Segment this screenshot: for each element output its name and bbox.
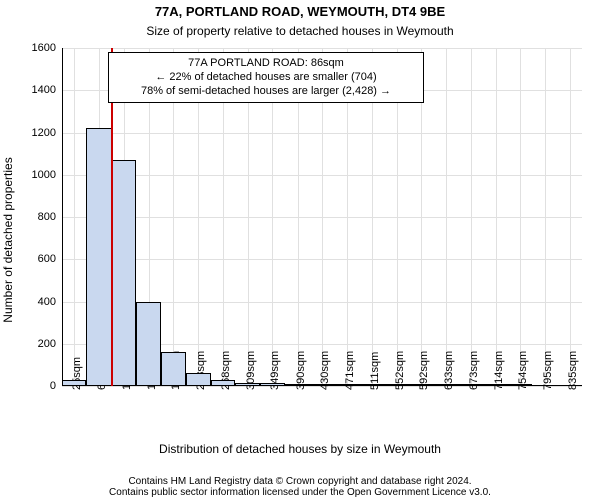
y-tick-label: 1200 <box>32 127 62 139</box>
footer-attribution: Contains HM Land Registry data © Crown c… <box>0 476 600 498</box>
y-tick-label: 1600 <box>32 42 62 54</box>
histogram-bar <box>86 128 111 386</box>
gridline-vertical <box>471 48 472 386</box>
histogram-bar <box>161 352 185 386</box>
footer-line2: Contains public sector information licen… <box>0 487 600 498</box>
footer-line1: Contains HM Land Registry data © Crown c… <box>0 476 600 487</box>
x-axis-label: Distribution of detached houses by size … <box>0 442 600 456</box>
y-tick-label: 200 <box>38 338 62 350</box>
annotation-line-1: 77A PORTLAND ROAD: 86sqm <box>115 57 417 71</box>
gridline-vertical <box>545 48 546 386</box>
y-tick-label: 800 <box>38 211 62 223</box>
y-axis-label: Number of detached properties <box>1 157 15 322</box>
histogram-bar <box>112 160 136 386</box>
gridline-vertical <box>74 48 75 386</box>
y-tick-label: 600 <box>38 253 62 265</box>
y-axis-line <box>62 48 63 386</box>
annotation-line-3: 78% of semi-detached houses are larger (… <box>115 85 417 99</box>
y-tick-label: 1000 <box>32 169 62 181</box>
y-tick-label: 400 <box>38 296 62 308</box>
y-tick-label: 0 <box>50 380 62 392</box>
annotation-box: 77A PORTLAND ROAD: 86sqm← 22% of detache… <box>108 52 424 103</box>
gridline-vertical <box>520 48 521 386</box>
y-tick-label: 1400 <box>32 84 62 96</box>
gridline-vertical <box>496 48 497 386</box>
chart-title-main: 77A, PORTLAND ROAD, WEYMOUTH, DT4 9BE <box>0 4 600 19</box>
annotation-line-2: ← 22% of detached houses are smaller (70… <box>115 71 417 85</box>
chart-container: { "chart": { "type": "histogram", "title… <box>0 0 600 500</box>
histogram-bar <box>136 302 161 387</box>
x-axis-line <box>62 385 582 386</box>
gridline-vertical <box>446 48 447 386</box>
gridline-vertical <box>570 48 571 386</box>
chart-title-sub: Size of property relative to detached ho… <box>0 24 600 38</box>
